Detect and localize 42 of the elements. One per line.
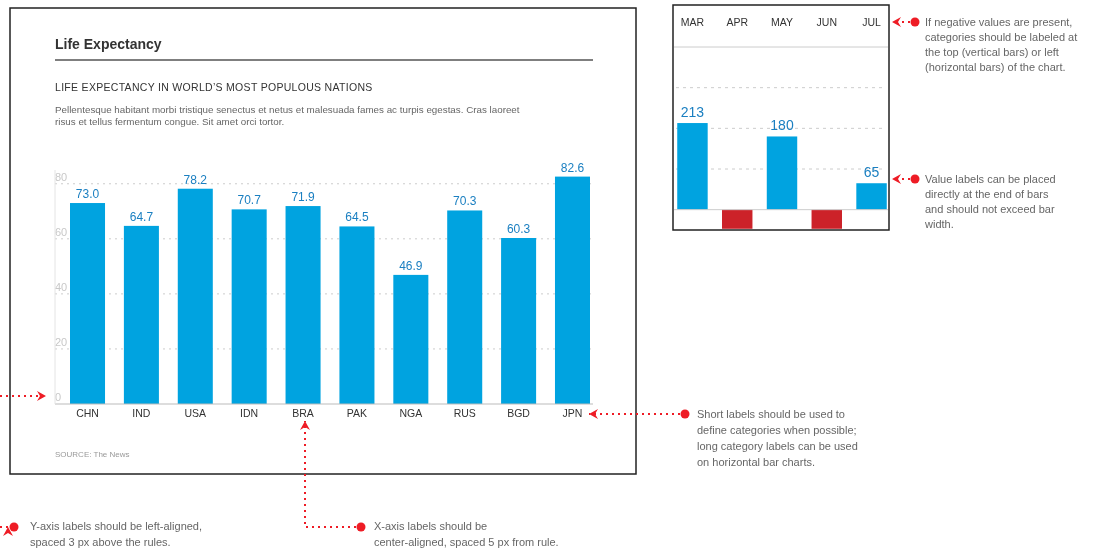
- x-tick-label: RUS: [453, 407, 476, 419]
- x-tick-label: CHN: [76, 407, 99, 419]
- x-tick-label: JUL: [862, 16, 882, 28]
- bar: [766, 136, 798, 210]
- x-tick-label: APR: [726, 16, 749, 28]
- data-label: 180: [770, 117, 794, 134]
- chart-title: Life Expectancy: [55, 36, 162, 52]
- data-label: 73.0: [75, 187, 100, 202]
- text: X-axis labels should be center-aligned, spaced 5 px from rule.: [374, 520, 559, 548]
- x-tick-label: JPN: [562, 407, 583, 419]
- x-tick-label: IDN: [240, 407, 259, 419]
- bar: [722, 209, 753, 229]
- data-label: 71.9: [291, 190, 316, 205]
- x-tick-label: BRA: [292, 407, 314, 419]
- data-label: 70.3: [453, 194, 477, 209]
- data-label: 65: [863, 164, 880, 181]
- text: If negative values are present, categories should be labeled at the top (vertical bars) or left (horizontal bars) of the chart.: [925, 16, 1078, 73]
- data-label: 64.7: [129, 209, 154, 224]
- data-label: 46.9: [399, 258, 423, 273]
- bar: [811, 209, 842, 229]
- text: Short labels should be used to define categories when possible; long category labels can be used on horizontal bar charts.: [697, 408, 858, 468]
- data-label: 82.6: [560, 160, 585, 175]
- bar: [677, 123, 708, 210]
- x-tick-label: IND: [132, 407, 151, 419]
- data-label: 213: [680, 104, 705, 121]
- data-label: 70.7: [237, 193, 262, 208]
- source-note: SOURCE: The News: [55, 450, 130, 459]
- x-tick-label: BGD: [507, 407, 531, 419]
- x-tick-label: USA: [184, 407, 207, 419]
- data-label: 60.3: [506, 222, 531, 236]
- x-tick-label: MAY: [771, 16, 793, 28]
- x-tick-label: JUN: [816, 16, 837, 28]
- data-label: 64.5: [345, 210, 369, 225]
- text: Value labels can be placed directly at the end of bars and should not exceed bar width.: [924, 173, 1056, 230]
- x-tick-label: MAR: [680, 16, 705, 28]
- x-tick-label: NGA: [399, 407, 423, 419]
- data-label: 78.2: [183, 172, 208, 187]
- x-tick-label: PAK: [346, 407, 368, 419]
- text: Y-axis labels should be left-aligned, spaced 3 px above the rules.: [30, 520, 203, 548]
- bar: [856, 183, 887, 210]
- text: Pellentesque habitant morbi tristique senectus et netus et malesuada fames ac turpis egestas. Cras laoreet risus et tellus fermentum congue. Sit amet orci tortor.: [55, 104, 520, 127]
- chart-subtitle: LIFE EXPECTANCY IN WORLD’S MOST POPULOUS NATIONS: [55, 81, 373, 93]
